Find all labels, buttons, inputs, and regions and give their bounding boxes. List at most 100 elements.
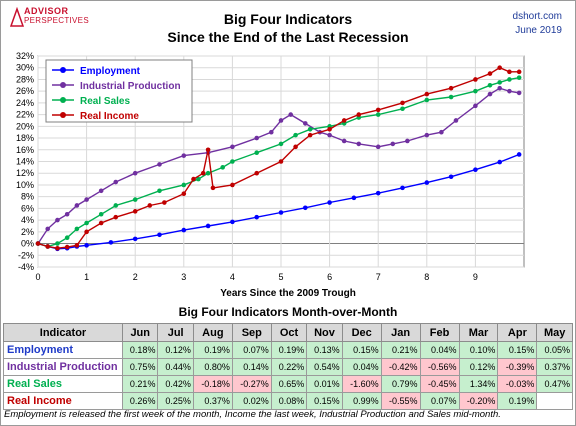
x-tick-label: 0 xyxy=(35,272,40,282)
data-point-real-income xyxy=(293,144,298,150)
data-point-industrial-production xyxy=(473,103,478,109)
data-point-real-sales xyxy=(64,235,70,240)
data-point-industrial-production xyxy=(254,135,259,141)
data-point-industrial-production xyxy=(327,132,332,138)
header-month: Jan xyxy=(380,323,421,342)
data-point-real-income xyxy=(400,100,405,106)
header-month: May xyxy=(536,323,573,342)
header-month: Aug xyxy=(192,323,233,342)
data-point-real-sales xyxy=(181,182,187,188)
logo-icon xyxy=(10,7,24,27)
header-month: Nov xyxy=(306,323,343,342)
x-tick-label: 3 xyxy=(181,272,186,282)
data-point-real-income xyxy=(278,159,284,164)
table-header-row: Indicator Jun Jul Aug Sep Oct Nov Dec Jan Feb Mar A… xyxy=(3,323,573,342)
table-cell: -0.18% xyxy=(192,375,233,393)
table-cell: 0.75% xyxy=(121,358,159,376)
data-point-real-income xyxy=(64,244,70,250)
table-cell: 0.99% xyxy=(341,392,382,410)
data-point-real-income xyxy=(205,147,211,153)
row-label: Real Sales xyxy=(3,375,123,393)
data-point-industrial-production xyxy=(497,85,503,91)
data-point-real-income xyxy=(181,191,187,197)
data-point-industrial-production xyxy=(45,226,51,232)
data-point-real-income xyxy=(45,244,51,249)
y-tick-label: 32% xyxy=(16,51,34,61)
row-label: Industrial Production xyxy=(3,358,123,376)
data-point-real-sales xyxy=(307,126,313,132)
table-body: Employment 0.18% 0.12% 0.19% 0.07% 0.19% 0.13%… xyxy=(3,341,573,410)
data-point-real-sales xyxy=(132,197,138,202)
y-tick-label: 30% xyxy=(16,63,34,73)
table-cell: 0.12% xyxy=(157,341,194,359)
table-cell: 0.05% xyxy=(536,341,573,359)
header-month: Jun xyxy=(121,323,159,342)
data-point-real-sales xyxy=(196,176,201,182)
data-point-real-sales xyxy=(516,75,522,80)
data-point-real-income xyxy=(230,182,235,188)
y-tick-label: 0% xyxy=(21,239,34,249)
chart-title-line1: Big Four Indicators xyxy=(223,11,353,27)
chart-title: Big Four Indicators Since the End of the… xyxy=(0,10,576,46)
data-point-real-income xyxy=(254,170,259,176)
data-point-industrial-production xyxy=(113,179,119,185)
data-point-employment xyxy=(400,185,405,191)
data-point-industrial-production xyxy=(98,188,104,194)
data-point-real-sales xyxy=(487,83,493,88)
data-point-industrial-production xyxy=(341,138,347,144)
table-cell: 0.04% xyxy=(419,341,460,359)
y-tick-label: 22% xyxy=(16,110,34,120)
data-point-employment xyxy=(181,227,187,233)
legend-marker-real-sales xyxy=(60,97,66,103)
data-point-industrial-production xyxy=(375,144,381,150)
row-label: Real Income xyxy=(3,392,123,410)
data-point-industrial-production xyxy=(507,88,512,94)
data-point-real-income xyxy=(424,91,430,97)
header-month: Apr xyxy=(497,323,538,342)
y-tick-label: 26% xyxy=(16,86,34,96)
table-cell: 0.07% xyxy=(419,392,460,410)
data-point-real-sales xyxy=(278,141,284,147)
y-tick-label: 20% xyxy=(16,121,34,131)
data-point-industrial-production xyxy=(516,90,522,96)
y-tick-label: -4% xyxy=(18,262,34,272)
table-title: Big Four Indicators Month-over-Month xyxy=(178,305,398,319)
x-tick-label: 8 xyxy=(424,272,429,282)
data-point-employment xyxy=(497,159,503,165)
data-point-industrial-production xyxy=(278,118,284,123)
y-tick-label: 6% xyxy=(21,203,34,213)
data-point-real-income xyxy=(356,112,362,117)
table-cell: 0.47% xyxy=(536,375,573,393)
data-point-industrial-production xyxy=(405,138,410,144)
table-cell: 0.37% xyxy=(192,392,233,410)
data-point-industrial-production xyxy=(424,132,430,138)
table-cell: -0.42% xyxy=(380,358,421,376)
data-point-industrial-production xyxy=(439,129,444,135)
table-cell: 0.19% xyxy=(270,341,308,359)
data-point-real-income xyxy=(162,200,167,205)
data-point-real-sales xyxy=(497,80,503,85)
data-point-employment xyxy=(424,180,430,185)
y-tick-label: 4% xyxy=(21,215,34,225)
data-point-real-sales xyxy=(473,88,478,94)
table-cell: 0.19% xyxy=(497,392,538,410)
table-cell: 0.54% xyxy=(306,358,343,376)
data-point-real-income xyxy=(448,85,454,91)
y-tick-label: 14% xyxy=(16,157,34,167)
header-indicator: Indicator xyxy=(3,323,123,342)
y-tick-label: 2% xyxy=(21,227,34,237)
legend-label-industrial-production: Industrial Production xyxy=(80,81,181,92)
table-cell: 0.80% xyxy=(192,358,233,376)
brand-block: dshort.com June 2019 xyxy=(513,10,562,38)
header-month: Dec xyxy=(341,323,382,342)
table-cell: 1.34% xyxy=(458,375,499,393)
table-cell: 0.04% xyxy=(341,358,382,376)
data-point-real-sales xyxy=(254,150,259,156)
header-month: Oct xyxy=(270,323,308,342)
data-point-employment xyxy=(230,219,235,225)
table-cell: 0.79% xyxy=(380,375,421,393)
data-point-industrial-production xyxy=(55,217,60,223)
table-cell: 0.26% xyxy=(121,392,159,410)
chart-title-line2: Since the End of the Last Recession xyxy=(167,29,409,45)
x-tick-label: 1 xyxy=(84,272,89,282)
